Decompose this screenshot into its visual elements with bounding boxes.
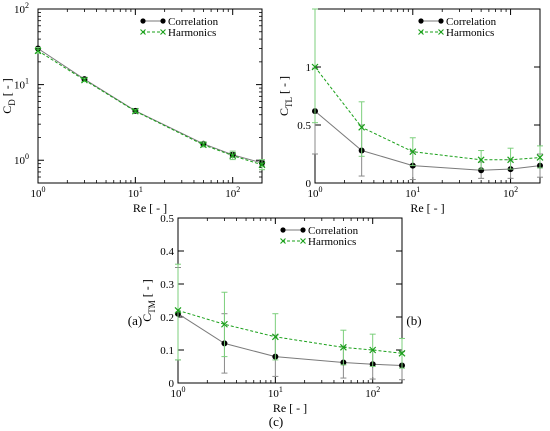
y-axis-title-main: C bbox=[0, 106, 14, 114]
x-tick-exponent: 2 bbox=[236, 185, 240, 194]
y-axis-title-unit: [ - ] bbox=[140, 279, 154, 300]
legend-marker bbox=[280, 227, 285, 232]
y-tick-label: 102 bbox=[14, 1, 29, 16]
legend-marker bbox=[161, 30, 166, 35]
y-axis-title-subscript: TM bbox=[147, 300, 157, 314]
y-tick-label: 0.2 bbox=[160, 312, 174, 324]
y-tick-label: 0.4 bbox=[160, 246, 174, 258]
legend-marker bbox=[301, 239, 306, 244]
legend-label: Harmonics bbox=[308, 236, 356, 248]
series-line bbox=[178, 314, 402, 366]
plot-frame bbox=[315, 9, 540, 183]
series-line bbox=[38, 49, 262, 164]
y-axis-title: CTM [ - ] bbox=[140, 279, 157, 322]
x-tick-label: 102 bbox=[503, 185, 518, 200]
y-tick-label: 0 bbox=[306, 178, 312, 190]
series-correlation bbox=[35, 46, 265, 166]
x-tick-exponent: 0 bbox=[319, 185, 323, 194]
plot-frame bbox=[38, 9, 262, 183]
series-line bbox=[315, 67, 540, 160]
legend-marker bbox=[438, 18, 443, 23]
x-tick-exponent: 0 bbox=[42, 185, 46, 194]
panel-label-c: (c) bbox=[269, 414, 283, 429]
y-tick-exponent: 2 bbox=[25, 1, 29, 10]
y-tick-label: 101 bbox=[14, 77, 29, 92]
x-tick-exponent: 1 bbox=[279, 385, 283, 394]
y-tick-exponent: 1 bbox=[25, 77, 29, 86]
legend-marker bbox=[439, 30, 444, 35]
x-tick-label: 101 bbox=[128, 185, 143, 200]
x-tick-label: 102 bbox=[365, 385, 380, 400]
y-tick-label: 0.3 bbox=[160, 279, 174, 291]
x-tick-exponent: 1 bbox=[416, 185, 420, 194]
x-axis-title: Re [ - ] bbox=[273, 401, 307, 415]
series-line bbox=[38, 51, 262, 165]
x-tick-exponent: 1 bbox=[139, 185, 143, 194]
series-correlation bbox=[175, 268, 405, 380]
y-axis-title-unit: [ - ] bbox=[277, 76, 291, 97]
series-line bbox=[178, 310, 402, 353]
y-tick-label: 0.1 bbox=[160, 345, 174, 357]
x-tick-exponent: 0 bbox=[182, 385, 186, 394]
legend-label: Harmonics bbox=[446, 27, 494, 39]
y-tick-label: 100 bbox=[14, 152, 29, 167]
y-tick-label: 0.5 bbox=[160, 213, 174, 225]
y-axis-title: CTL [ - ] bbox=[277, 76, 294, 116]
series-line bbox=[315, 111, 540, 170]
series-harmonics bbox=[175, 264, 405, 368]
x-tick-label: 101 bbox=[405, 185, 420, 200]
legend-marker bbox=[418, 18, 423, 23]
legend-marker bbox=[300, 227, 305, 232]
y-axis-title-subscript: TL bbox=[284, 97, 294, 108]
y-tick-label: 0.5 bbox=[297, 120, 311, 132]
series-harmonics bbox=[312, 9, 543, 169]
legend-marker bbox=[140, 18, 145, 23]
x-tick-label: 100 bbox=[31, 185, 46, 200]
x-tick-exponent: 2 bbox=[514, 185, 518, 194]
x-tick-label: 102 bbox=[225, 185, 240, 200]
y-axis-title-unit: [ - ] bbox=[0, 78, 14, 99]
x-tick-label: 101 bbox=[268, 385, 283, 400]
x-tick-exponent: 2 bbox=[376, 385, 380, 394]
y-tick-exponent: 0 bbox=[25, 152, 29, 161]
y-axis-title-main: C bbox=[277, 108, 291, 116]
y-tick-label: 0 bbox=[169, 378, 175, 390]
panel-label-b: (b) bbox=[406, 313, 421, 328]
legend-marker bbox=[160, 18, 165, 23]
y-axis-title-main: C bbox=[140, 314, 154, 322]
x-axis-title: Re [ - ] bbox=[410, 201, 444, 215]
series-harmonics bbox=[35, 47, 265, 169]
y-tick-label: 1 bbox=[306, 62, 312, 74]
legend-label: Harmonics bbox=[168, 27, 216, 39]
